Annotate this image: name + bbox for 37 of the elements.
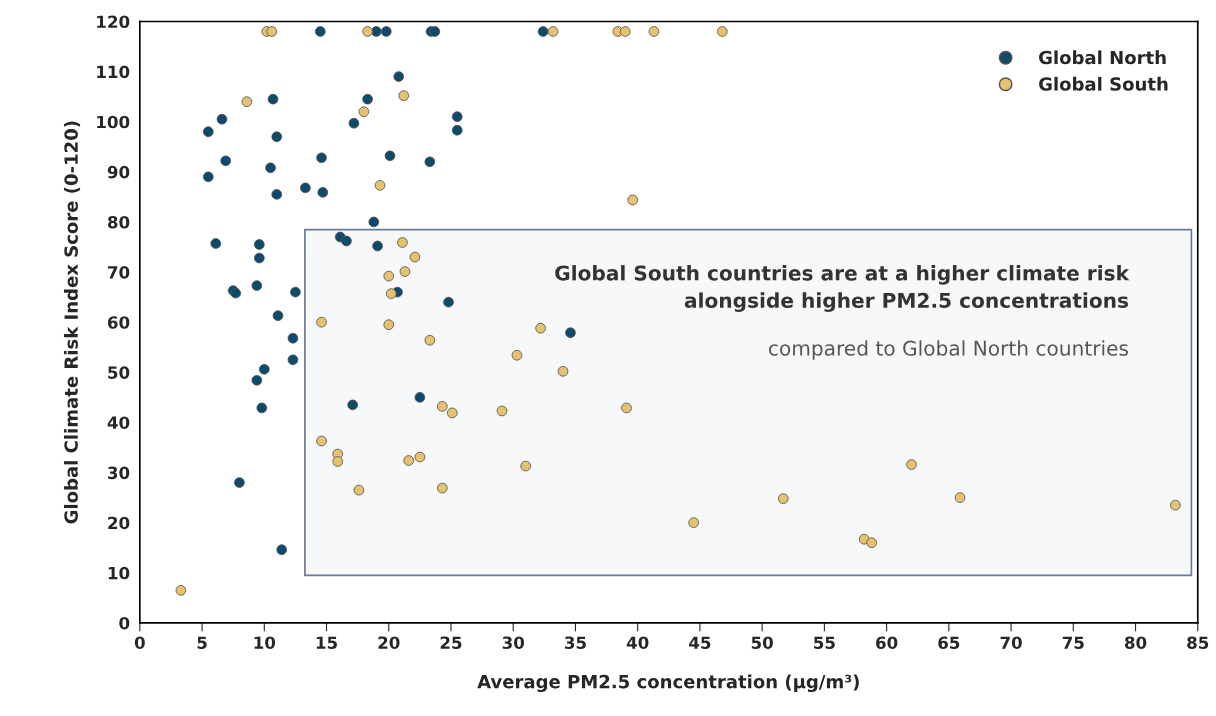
- y-tick-label: 20: [108, 516, 130, 530]
- x-tick-label: 50: [751, 636, 773, 650]
- x-axis-title: Average PM2.5 concentration (µg/m³): [477, 674, 859, 693]
- x-tick-label: 0: [134, 636, 145, 650]
- x-tick-label: 25: [440, 636, 462, 650]
- x-tick-label: 45: [689, 636, 711, 650]
- x-tick-label: 5: [197, 636, 207, 650]
- x-tick-label: 65: [938, 636, 960, 650]
- x-tick-label: 85: [1187, 636, 1209, 650]
- y-tick-label: 30: [108, 466, 130, 480]
- x-tick-label: 55: [814, 636, 835, 650]
- y-tick-label: 80: [107, 215, 130, 229]
- y-tick-label: 120: [97, 15, 130, 29]
- x-tick-label: 60: [876, 636, 898, 650]
- y-axis-title: Global Climate Risk Index Score (0-120): [63, 121, 81, 524]
- y-tick-label: 60: [107, 316, 130, 329]
- legend-label: Global North: [1039, 50, 1166, 65]
- y-tick-label: 70: [108, 266, 130, 279]
- annotation: compared to Global North countries: [769, 340, 1129, 360]
- x-tick-label: 30: [502, 636, 525, 650]
- y-tick-label: 10: [108, 566, 130, 580]
- legend-label: Global South: [1039, 76, 1168, 91]
- y-tick-label: 50: [108, 366, 130, 379]
- y-tick-label: 90: [107, 165, 130, 179]
- x-tick-label: 20: [378, 636, 400, 650]
- x-tick-label: 15: [316, 636, 337, 650]
- y-tick-label: 100: [97, 115, 130, 129]
- x-tick-label: 10: [254, 636, 276, 650]
- y-tick-label: 40: [107, 416, 130, 430]
- x-tick-label: 35: [564, 636, 586, 650]
- x-tick-label: 75: [1062, 636, 1084, 650]
- y-tick-label: 110: [97, 65, 130, 79]
- x-tick-label: 70: [1000, 636, 1022, 650]
- y-tick-label: 0: [119, 616, 130, 630]
- x-tick-label: 80: [1124, 636, 1147, 650]
- x-tick-label: 40: [626, 636, 649, 650]
- annotation: Global South countries are at a higher climate risk alongside higher PM2.5 concentrations: [555, 265, 1130, 313]
